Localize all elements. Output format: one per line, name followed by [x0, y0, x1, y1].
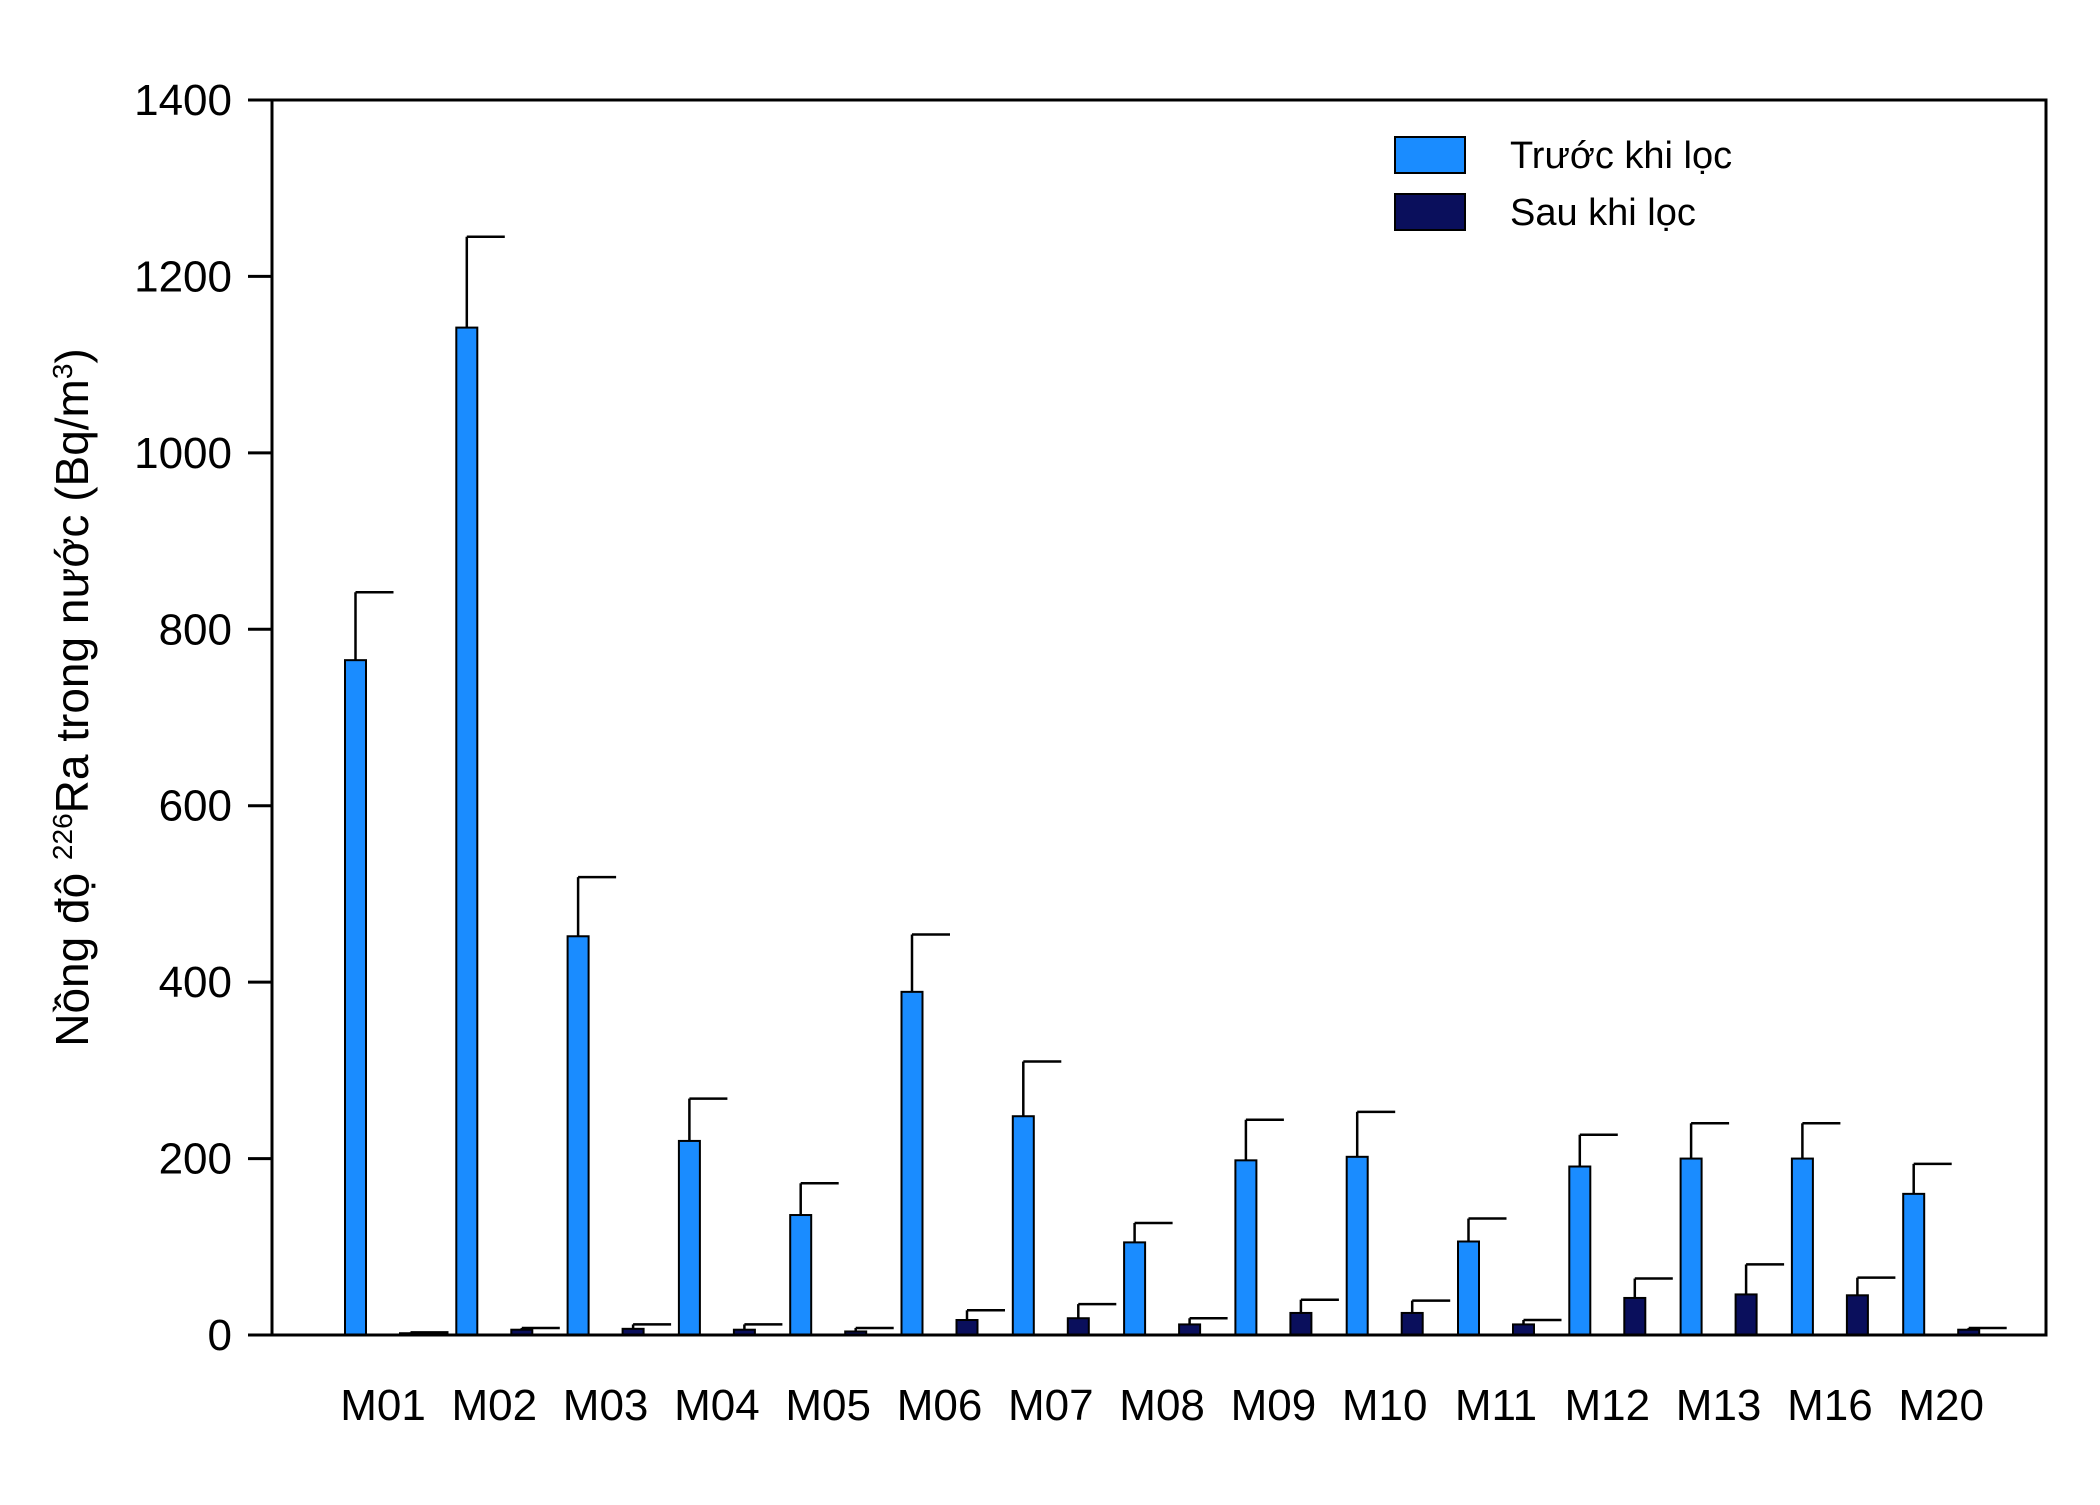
- bar: [1568, 1165, 1592, 1337]
- bar: [1457, 1240, 1480, 1336]
- bars-layer: [344, 235, 2007, 1337]
- bar: [1845, 1294, 1869, 1337]
- y-tick-label: 1200: [134, 252, 232, 301]
- y-axis-title-part: Nồng độ: [46, 860, 98, 1047]
- y-axis-title-superscript: 226: [47, 813, 78, 860]
- bar: [789, 1214, 813, 1336]
- y-tick-label: 0: [208, 1311, 232, 1360]
- bar: [900, 990, 924, 1336]
- bar: [1623, 1296, 1647, 1336]
- bar: [1011, 1115, 1035, 1336]
- legend-swatch: [1394, 193, 1466, 231]
- x-tick-label: M13: [1676, 1381, 1762, 1430]
- bar: [1400, 1311, 1424, 1336]
- bar: [677, 1139, 701, 1337]
- legend-label: Sau khi lọc: [1510, 192, 1696, 234]
- x-tick-label: M04: [674, 1381, 760, 1430]
- bar: [955, 1319, 979, 1336]
- y-axis-title: Nồng độ 226Ra trong nước (Bq/m3): [46, 348, 98, 1047]
- bar: [1289, 1311, 1313, 1336]
- y-tick-label: 1400: [134, 76, 232, 125]
- y-axis-title-part: Ra trong nước (Bq/m: [46, 379, 98, 813]
- x-tick-label: M10: [1342, 1381, 1428, 1430]
- x-tick-label: M08: [1119, 1381, 1205, 1430]
- x-tick-label: M07: [1008, 1381, 1094, 1430]
- x-tick-label: M03: [563, 1381, 649, 1430]
- x-tick-label: M05: [785, 1381, 871, 1430]
- x-axis: M01 M02 M03 M04 M05 M06 M07 M08 M09 M10 M11 M12 M13 M…: [340, 1381, 1984, 1430]
- bar: [344, 659, 367, 1336]
- bar: [1123, 1241, 1147, 1336]
- y-axis-title-superscript: 3: [47, 364, 78, 380]
- legend-swatch: [1394, 136, 1466, 174]
- plot-frame: [270, 98, 2048, 1337]
- x-tick-label: M11: [1455, 1381, 1537, 1430]
- bar: [1512, 1323, 1535, 1337]
- legend-label: Trước khi lọc: [1510, 135, 1732, 177]
- bar: [1178, 1323, 1202, 1337]
- bar: [1066, 1317, 1090, 1336]
- y-axis: 0 200 400 600 800 1000 1200 1400: [134, 76, 272, 1360]
- bar: [1734, 1293, 1758, 1336]
- bar: [566, 935, 590, 1336]
- x-tick-label: M06: [897, 1381, 983, 1430]
- bar: [1345, 1155, 1369, 1336]
- x-tick-label: M16: [1787, 1381, 1873, 1430]
- y-tick-label: 400: [159, 958, 232, 1007]
- bar: [455, 326, 479, 1337]
- bar: [1790, 1157, 1814, 1336]
- x-tick-label: M09: [1231, 1381, 1317, 1430]
- x-tick-label: M12: [1565, 1381, 1651, 1430]
- x-tick-label: M20: [1898, 1381, 1984, 1430]
- x-tick-label: M02: [452, 1381, 538, 1430]
- bar: [1902, 1192, 1926, 1337]
- bar: [1234, 1159, 1258, 1336]
- bar: [1679, 1157, 1703, 1336]
- legend: Trước khi lọc Sau khi lọc: [1394, 135, 1732, 234]
- y-tick-label: 1000: [134, 429, 232, 478]
- y-tick-label: 600: [159, 782, 232, 831]
- y-tick-label: 200: [159, 1135, 232, 1184]
- x-tick-label: M01: [340, 1381, 426, 1430]
- y-tick-label: 800: [159, 605, 232, 654]
- y-axis-title-part: ): [46, 348, 98, 363]
